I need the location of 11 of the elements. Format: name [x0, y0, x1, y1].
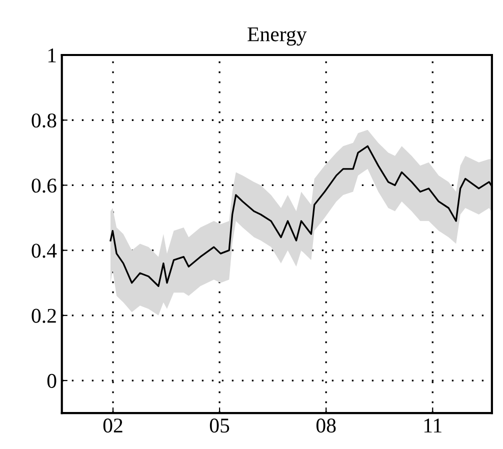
x-tick-label: 02: [103, 418, 122, 433]
y-tick-label: 0.6: [32, 178, 56, 193]
x-tick-label: 11: [424, 418, 442, 432]
y-tick-label: 0: [47, 374, 56, 388]
x-tick-label: 08: [316, 418, 336, 433]
y-tick-label: 0.8: [32, 113, 56, 128]
chart-title: Energy: [248, 27, 307, 46]
y-tick-label: 1: [48, 48, 56, 62]
y-tick-label: 0.4: [32, 244, 57, 258]
y-tick-label: 0.2: [32, 308, 56, 323]
x-tick-label: 05: [210, 418, 230, 433]
